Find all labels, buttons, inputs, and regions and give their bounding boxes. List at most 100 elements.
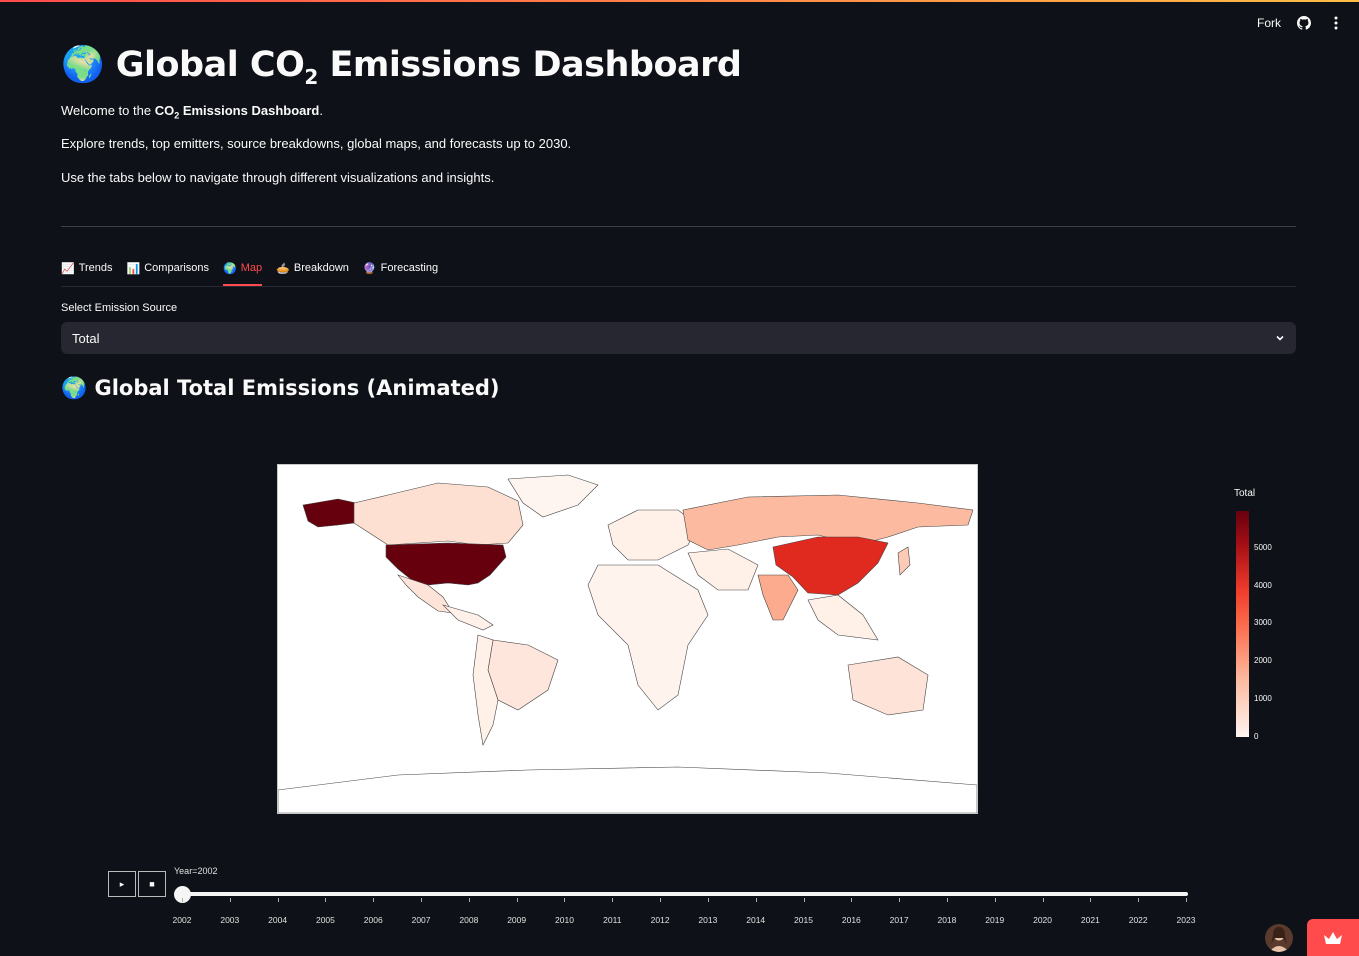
year-tick-mark: [229, 898, 231, 902]
year-tick-mark: [421, 898, 423, 902]
globe-icon: 🌍: [223, 263, 237, 275]
choropleth-map[interactable]: [277, 464, 978, 814]
explore-text: Explore trends, top emitters, source bre…: [61, 136, 572, 151]
tab-forecasting[interactable]: 🔮 Forecasting: [363, 258, 438, 285]
year-tick-mark: [803, 898, 805, 902]
year-tick-mark: [182, 898, 183, 902]
year-tick-label[interactable]: 2022: [1128, 915, 1148, 925]
tab-comparisons[interactable]: 📊 Comparisons: [127, 258, 210, 285]
tab-map[interactable]: 🌍 Map: [223, 258, 263, 286]
welcome-end: .: [319, 103, 323, 118]
region-middle-east: [687, 548, 759, 591]
globe-icon: 🌍: [61, 376, 88, 400]
emission-source-select[interactable]: Total: [61, 322, 1296, 354]
year-tick-label[interactable]: 2012: [650, 915, 670, 925]
year-tick-mark: [946, 898, 948, 902]
country-india: [757, 574, 799, 621]
year-tick-label[interactable]: 2018: [937, 915, 957, 925]
year-tick-label[interactable]: 2002: [172, 915, 192, 925]
year-tick-mark: [516, 898, 518, 902]
colorbar-tick: 5000: [1254, 543, 1272, 552]
pie-icon: 🥧: [276, 263, 290, 275]
chart-up-icon: 📈: [61, 263, 75, 275]
country-mexico: [397, 574, 454, 614]
region-europe: [607, 509, 699, 561]
year-tick-mark: [1138, 898, 1140, 902]
year-tick-label[interactable]: 2020: [1033, 915, 1053, 925]
year-tick-label[interactable]: 2008: [459, 915, 479, 925]
year-tick-mark: [899, 898, 901, 902]
year-tick-label[interactable]: 2017: [889, 915, 909, 925]
country-canada: [353, 482, 524, 546]
tab-breakdown[interactable]: 🥧 Breakdown: [276, 258, 349, 285]
section-title: 🌍 Global Total Emissions (Animated): [61, 376, 500, 401]
year-slider-handle[interactable]: [174, 886, 191, 903]
year-tick-mark: [1042, 898, 1044, 902]
year-tick-label[interactable]: 2007: [411, 915, 431, 925]
title-text-b: Emissions Dashboard: [317, 45, 742, 85]
country-brazil: [487, 639, 559, 711]
region-central-america: [441, 604, 494, 631]
region-antarctica: [277, 766, 978, 814]
tab-trends[interactable]: 📈 Trends: [61, 258, 113, 285]
stop-button[interactable]: ■: [138, 871, 166, 897]
year-tick-label[interactable]: 2011: [603, 915, 622, 925]
greenland: [507, 474, 599, 518]
year-tick-label[interactable]: 2005: [315, 915, 335, 925]
year-tick-mark: [325, 898, 327, 902]
fork-button[interactable]: Fork: [1257, 16, 1281, 30]
year-tick-label[interactable]: 2021: [1080, 915, 1100, 925]
year-tick-label[interactable]: 2015: [794, 915, 813, 925]
world-map-graphic: [277, 474, 978, 814]
country-japan: [897, 546, 911, 576]
title-text-a: Global CO: [115, 45, 305, 85]
year-tick-mark: [612, 898, 614, 902]
year-tick-label[interactable]: 2003: [220, 915, 240, 925]
colorbar-title: Total: [1234, 488, 1256, 499]
colorbar-tick: 4000: [1254, 581, 1272, 590]
year-tick-mark: [994, 898, 996, 902]
year-tick-label[interactable]: 2009: [507, 915, 527, 925]
year-tick-label[interactable]: 2016: [841, 915, 861, 925]
select-value: Total: [72, 330, 100, 346]
year-tick-label[interactable]: 2014: [746, 915, 766, 925]
title-subscript: 2: [304, 65, 318, 89]
year-tick-mark: [564, 898, 566, 902]
year-tick-label[interactable]: 2006: [363, 915, 383, 925]
year-slider-track[interactable]: [182, 892, 1188, 896]
welcome-bold-a: CO: [154, 103, 175, 118]
welcome-bold-b: Emissions Dashboard: [179, 103, 320, 118]
welcome-prefix: Welcome to the: [61, 103, 155, 118]
colorbar-tick: 3000: [1254, 618, 1272, 627]
year-tick-label[interactable]: 2023: [1176, 915, 1196, 925]
country-usa: [385, 542, 507, 586]
year-tick-label[interactable]: 2010: [555, 915, 574, 925]
section-title-text: Global Total Emissions (Animated): [94, 376, 500, 400]
year-tick-label[interactable]: 2004: [268, 915, 288, 925]
colorbar-scale: [1236, 511, 1249, 737]
bar-chart-icon: 📊: [126, 263, 141, 275]
country-russia: [682, 494, 974, 551]
play-button[interactable]: ▸: [108, 871, 136, 897]
country-china: [772, 536, 889, 596]
tab-label: Map: [240, 262, 263, 274]
year-tick-label[interactable]: 2013: [698, 915, 718, 925]
streamlit-badge[interactable]: [1307, 919, 1359, 956]
tab-label: Breakdown: [293, 262, 349, 274]
year-tick-mark: [851, 898, 853, 902]
tab-label: Trends: [78, 262, 113, 274]
year-tick-mark: [277, 898, 279, 902]
region-south-america-rest: [472, 634, 499, 746]
year-tick-mark: [1090, 898, 1092, 902]
year-tick-mark: [468, 898, 470, 902]
tab-label: Comparisons: [144, 262, 210, 274]
avatar[interactable]: [1265, 924, 1293, 952]
more-menu-icon[interactable]: [1327, 14, 1345, 32]
welcome-text: Welcome to the CO2 Emissions Dashboard.: [61, 103, 323, 121]
page-title: 🌍 Global CO2 Emissions Dashboard: [61, 44, 742, 89]
crystal-ball-icon: 🔮: [362, 263, 377, 275]
github-icon[interactable]: [1295, 14, 1313, 32]
year-tick-label[interactable]: 2019: [985, 915, 1005, 925]
toolbar: Fork: [1257, 14, 1345, 32]
tab-label: Forecasting: [380, 262, 439, 274]
